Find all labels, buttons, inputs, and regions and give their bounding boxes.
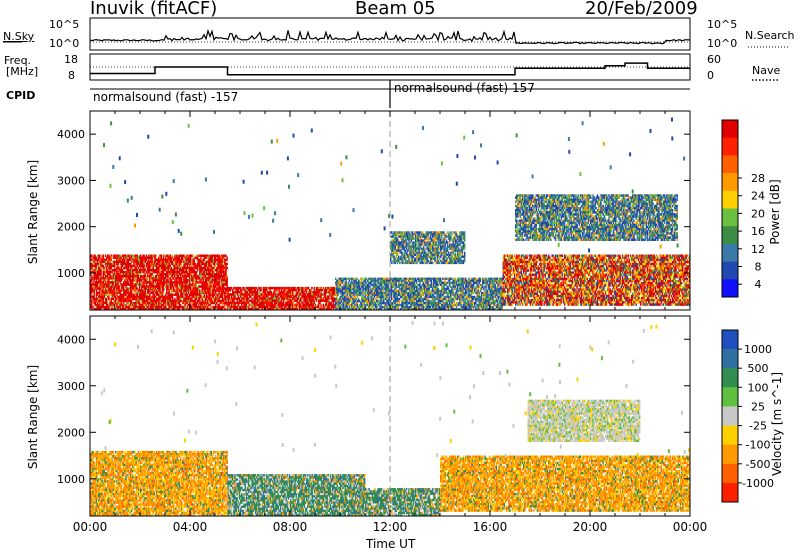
power-heatmap-cell <box>163 292 165 295</box>
power-heatmap-cell <box>434 296 436 298</box>
power-heatmap-cell <box>311 287 313 290</box>
power-heatmap-cell <box>357 304 359 306</box>
power-heatmap-cell <box>226 263 228 266</box>
nsky-panel-frame <box>90 18 690 50</box>
power-heatmap-cell <box>361 280 363 282</box>
power-heatmap-cell <box>438 288 440 290</box>
power-heatmap-cell <box>391 296 393 298</box>
power-heatmap-cell <box>111 259 113 262</box>
power-heatmap-cell <box>226 267 228 270</box>
power-heatmap-cell <box>450 296 452 298</box>
frequency-trace <box>90 63 690 75</box>
power-heatmap-cell <box>226 259 228 262</box>
power-heatmap-cell <box>260 289 262 292</box>
power-heatmap-cell <box>448 288 450 290</box>
radar-summary-plot: 1000200030004000481216202428100020003000… <box>0 0 800 554</box>
power-heatmap-cell <box>337 294 339 296</box>
